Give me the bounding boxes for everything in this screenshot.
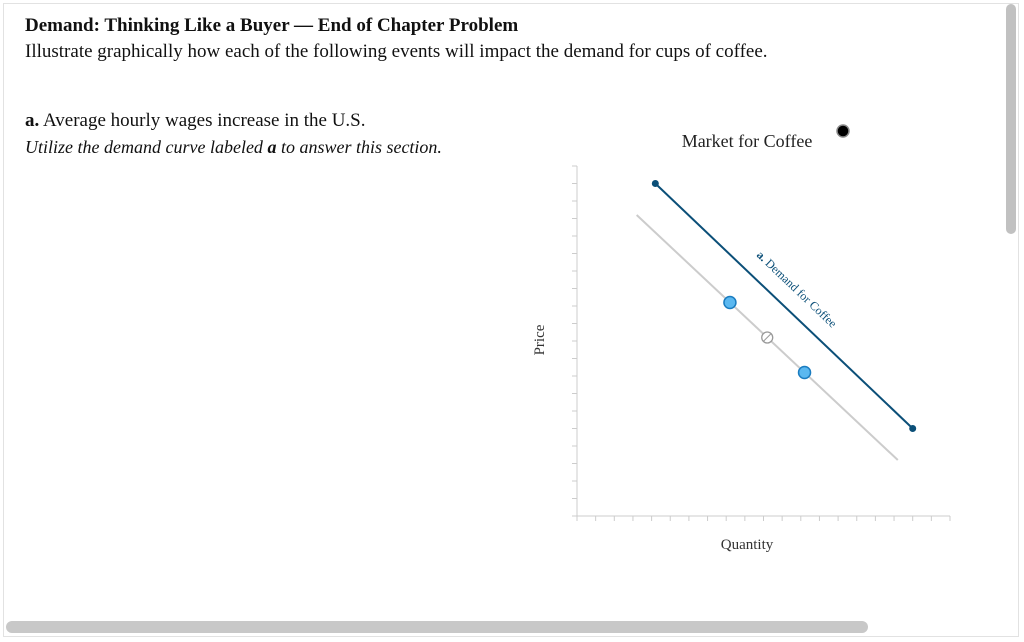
demand-curve-a-endpoint[interactable] xyxy=(909,425,917,432)
part-a-text: Average hourly wages increase in the U.S… xyxy=(42,110,366,131)
part-a-instruction: Utilize the demand curve labeled a to an… xyxy=(25,137,442,158)
hollow-circle-icon-slash xyxy=(763,333,772,342)
instruction-post: to answer this section. xyxy=(280,137,442,157)
instruction-bold: a xyxy=(267,137,277,157)
instruction-pre: Utilize the demand curve labeled xyxy=(25,137,263,157)
blue-circle-icon[interactable] xyxy=(723,295,737,310)
part-a-heading: a. Average hourly wages increase in the … xyxy=(25,110,366,132)
y-axis-label: Price xyxy=(532,324,548,355)
page-title: Demand: Thinking Like a Buyer — End of C… xyxy=(25,15,519,36)
blue-circle-icon[interactable] xyxy=(797,365,812,380)
black-dot-icon[interactable] xyxy=(836,124,850,138)
chart-title: Market for Coffee xyxy=(682,131,813,151)
vertical-scrollbar[interactable] xyxy=(1006,4,1016,616)
x-axis-label: Quantity xyxy=(721,537,774,553)
demand-curve-a-label-text: Demand for Coffee xyxy=(760,254,839,330)
demand-curve-a[interactable] xyxy=(654,182,914,430)
content-frame xyxy=(3,3,1019,637)
part-a-letter: a. xyxy=(25,110,40,131)
vertical-scrollbar-thumb[interactable] xyxy=(1006,4,1016,234)
horizontal-scrollbar[interactable] xyxy=(6,621,868,633)
demand-curve-a-endpoint[interactable] xyxy=(651,180,659,187)
page-subtitle: Illustrate graphically how each of the f… xyxy=(25,41,768,62)
